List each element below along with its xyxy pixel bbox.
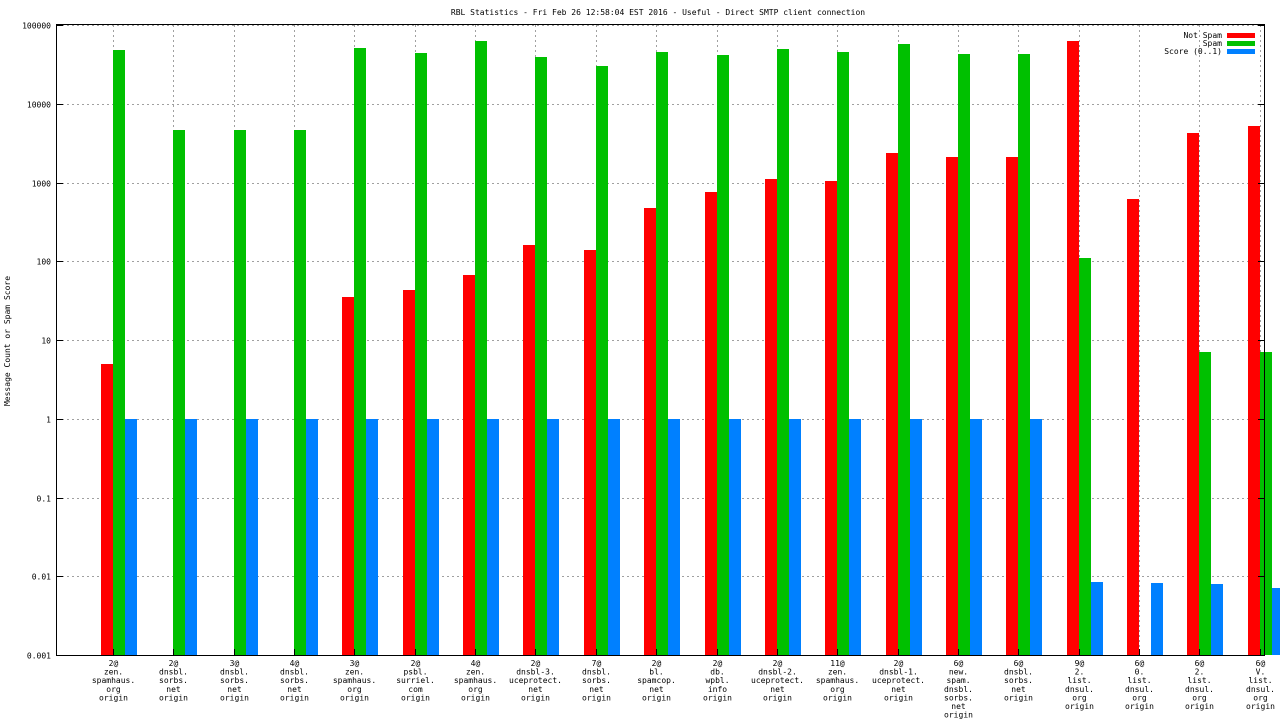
bar-score-0-1 [1151, 583, 1163, 655]
bar-score-0-1 [487, 419, 499, 655]
bar-score-0-1 [427, 419, 439, 655]
bar-not-spam [101, 364, 113, 655]
y-tick-label: 100 [37, 258, 52, 267]
bar-series [101, 41, 1280, 655]
y-tick-label: 10000 [27, 101, 51, 110]
x-tick-label: 2@ bl. spamcop. net origin [637, 659, 676, 702]
y-axis-ticks: 0.001 0.01 0.1 1 10 100 1000 10000 100000 [22, 22, 1264, 661]
bar-spam [173, 130, 185, 655]
bar-not-spam [403, 290, 415, 655]
bar-score-0-1 [668, 419, 680, 655]
bar-score-0-1 [547, 419, 559, 655]
bar-not-spam [946, 157, 958, 655]
x-tick-label: 6@ V. list. dnsul. org origin [1246, 659, 1275, 711]
bar-spam [596, 66, 608, 655]
x-tick-label: 2@ zen. spamhaus. org origin [92, 659, 135, 702]
bar-spam [777, 49, 789, 655]
bar-spam [1018, 54, 1030, 655]
bar-score-0-1 [849, 419, 861, 655]
bar-spam [1079, 258, 1091, 655]
bar-not-spam [523, 245, 535, 655]
bar-score-0-1 [729, 419, 741, 655]
bar-score-0-1 [608, 419, 620, 655]
legend-label-not-spam: Not Spam [1183, 31, 1222, 40]
bar-spam [354, 48, 366, 655]
bar-not-spam [1127, 199, 1139, 655]
bar-score-0-1 [246, 419, 258, 655]
x-tick-label: 6@ 2. list. dnsul. org origin [1185, 659, 1214, 711]
x-tick-label: 4@ zen. spamhaus. org origin [454, 659, 497, 702]
bar-not-spam [825, 181, 837, 655]
bar-not-spam [584, 250, 596, 655]
legend-swatch-spam [1227, 41, 1255, 46]
x-tick-label: 2@ psbl. surriel. com origin [396, 659, 435, 702]
bar-score-0-1 [185, 419, 197, 655]
bar-not-spam [644, 208, 656, 655]
bar-spam [415, 53, 427, 655]
bar-spam [898, 44, 910, 655]
bar-score-0-1 [789, 419, 801, 655]
x-tick-label: 3@ dnsbl. sorbs. net origin [220, 659, 249, 702]
x-tick-label: 4@ dnsbl. sorbs. net origin [280, 659, 309, 702]
x-tick-label: 2@ dnsbl-3. uceprotect. net origin [509, 659, 562, 702]
y-tick-label: 0.1 [37, 495, 52, 504]
y-axis-label: Message Count or Spam Score [3, 276, 12, 406]
y-tick-label: 1 [46, 416, 51, 425]
x-tick-label: 6@ new. spam. dnsbl. sorbs. net origin [944, 659, 973, 720]
bar-spam [475, 41, 487, 655]
bar-spam [535, 57, 547, 655]
plot-frame [56, 24, 1265, 656]
x-tick-label: 7@ dnsbl. sorbs. net origin [582, 659, 611, 702]
bar-score-0-1 [1272, 588, 1280, 655]
bar-spam [958, 54, 970, 655]
x-tick-label: 6@ dnsbl. sorbs. net origin [1004, 659, 1033, 702]
y-tick-label: 10 [41, 337, 51, 346]
x-tick-label: 6@ 0. list. dnsul. org origin [1125, 659, 1154, 711]
bar-score-0-1 [306, 419, 318, 655]
x-tick-label: 2@ db. wpbl. info origin [703, 659, 732, 702]
legend-label-score-0-1: Score (0..1) [1164, 47, 1222, 56]
x-tick-label: 11@ zen. spamhaus. org origin [816, 659, 859, 702]
bar-spam [113, 50, 125, 655]
x-tick-label: 2@ dnsbl. sorbs. net origin [159, 659, 188, 702]
bar-not-spam [1187, 133, 1199, 655]
chart-title: RBL Statistics - Fri Feb 26 12:58:04 EST… [451, 8, 865, 17]
bar-not-spam [1006, 157, 1018, 655]
x-tick-label: 2@ dnsbl-1. uceprotect. net origin [872, 659, 925, 702]
legend-label-spam: Spam [1203, 39, 1222, 48]
bar-spam [656, 52, 668, 655]
bar-score-0-1 [1211, 584, 1223, 655]
x-tick-label: 2@ dnsbl-2. uceprotect. net origin [751, 659, 804, 702]
bar-spam [1260, 352, 1272, 655]
bar-not-spam [463, 275, 475, 655]
bar-score-0-1 [125, 419, 137, 655]
bar-not-spam [342, 297, 354, 655]
bar-spam [234, 130, 246, 655]
x-axis-labels: 2@ zen. spamhaus. org origin 2@ dnsbl. sorbs. ne… [92, 659, 1275, 720]
bar-spam [837, 52, 849, 655]
bar-score-0-1 [1030, 419, 1042, 655]
bar-spam [1199, 352, 1211, 655]
bar-score-0-1 [910, 419, 922, 655]
bar-not-spam [1248, 126, 1260, 655]
y-tick-label: 0.001 [27, 652, 51, 661]
bar-score-0-1 [1091, 582, 1103, 655]
bar-not-spam [705, 192, 717, 655]
y-tick-label: 0.01 [32, 573, 51, 582]
bar-not-spam [765, 179, 777, 655]
legend-swatch-not-spam [1227, 33, 1255, 38]
bar-score-0-1 [366, 419, 378, 655]
y-tick-label: 100000 [22, 22, 51, 31]
bar-not-spam [1067, 41, 1079, 655]
legend-swatch-score-0-1 [1227, 49, 1255, 54]
bar-spam [717, 55, 729, 655]
x-tick-label: 3@ zen. spamhaus. org origin [333, 659, 376, 702]
bar-score-0-1 [970, 419, 982, 655]
bar-spam [294, 130, 306, 655]
bar-not-spam [886, 153, 898, 655]
y-tick-label: 1000 [32, 180, 51, 189]
x-tick-label: 9@ 2. list. dnsul. org origin [1065, 659, 1094, 711]
